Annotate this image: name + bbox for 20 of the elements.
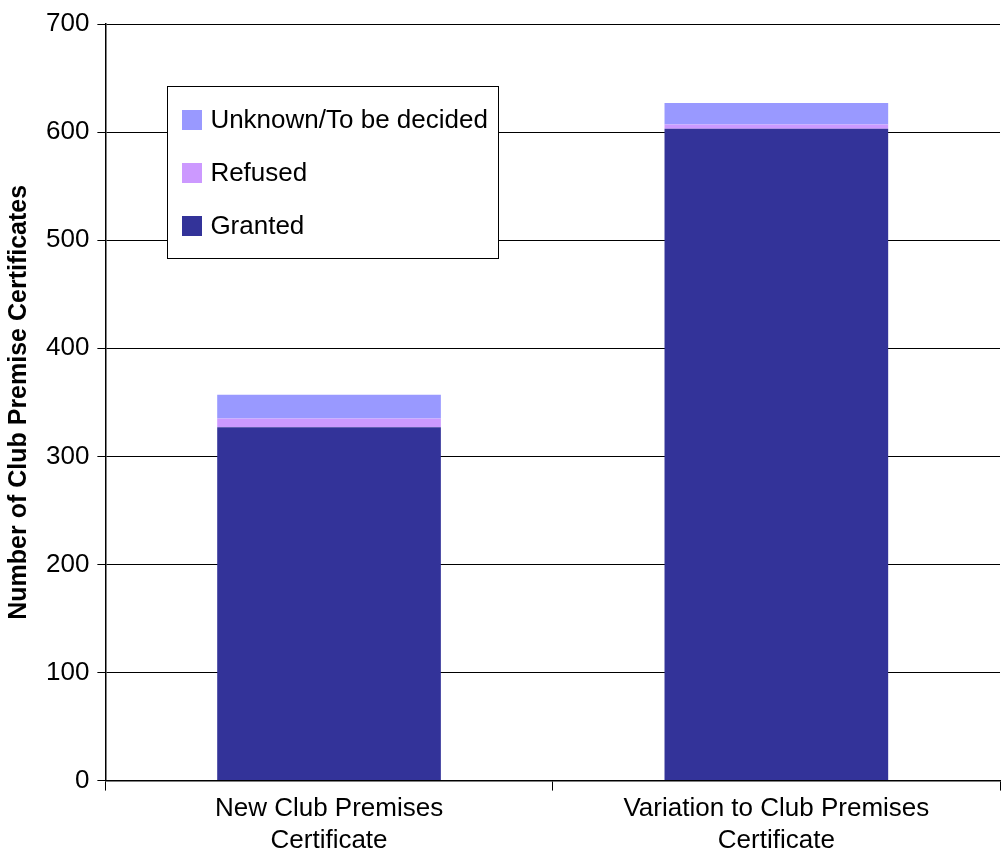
bar [664, 124, 889, 129]
bar [217, 394, 441, 419]
y-tick-label: 100 [45, 655, 90, 686]
y-tick-label: 600 [45, 115, 90, 146]
bar [217, 418, 441, 428]
y-tick-label: 700 [45, 7, 90, 38]
legend-label: Granted [210, 210, 305, 241]
y-tick-label: 400 [45, 331, 90, 362]
x-tick-label: New Club Premises Certificate [214, 792, 444, 854]
bar [664, 128, 889, 781]
y-axis-title: Number of Club Premise Certificates [2, 184, 31, 620]
bar [664, 102, 889, 125]
legend-label: Refused [210, 157, 308, 188]
legend-label: Unknown/To be decided [210, 104, 488, 135]
bar [217, 427, 441, 781]
y-tick-label: 200 [45, 547, 90, 578]
y-tick-label: 0 [74, 763, 90, 794]
x-tick-label: Variation to Club Premises Certificate [623, 792, 930, 854]
y-tick-label: 500 [45, 223, 90, 254]
y-tick-label: 300 [45, 439, 90, 470]
